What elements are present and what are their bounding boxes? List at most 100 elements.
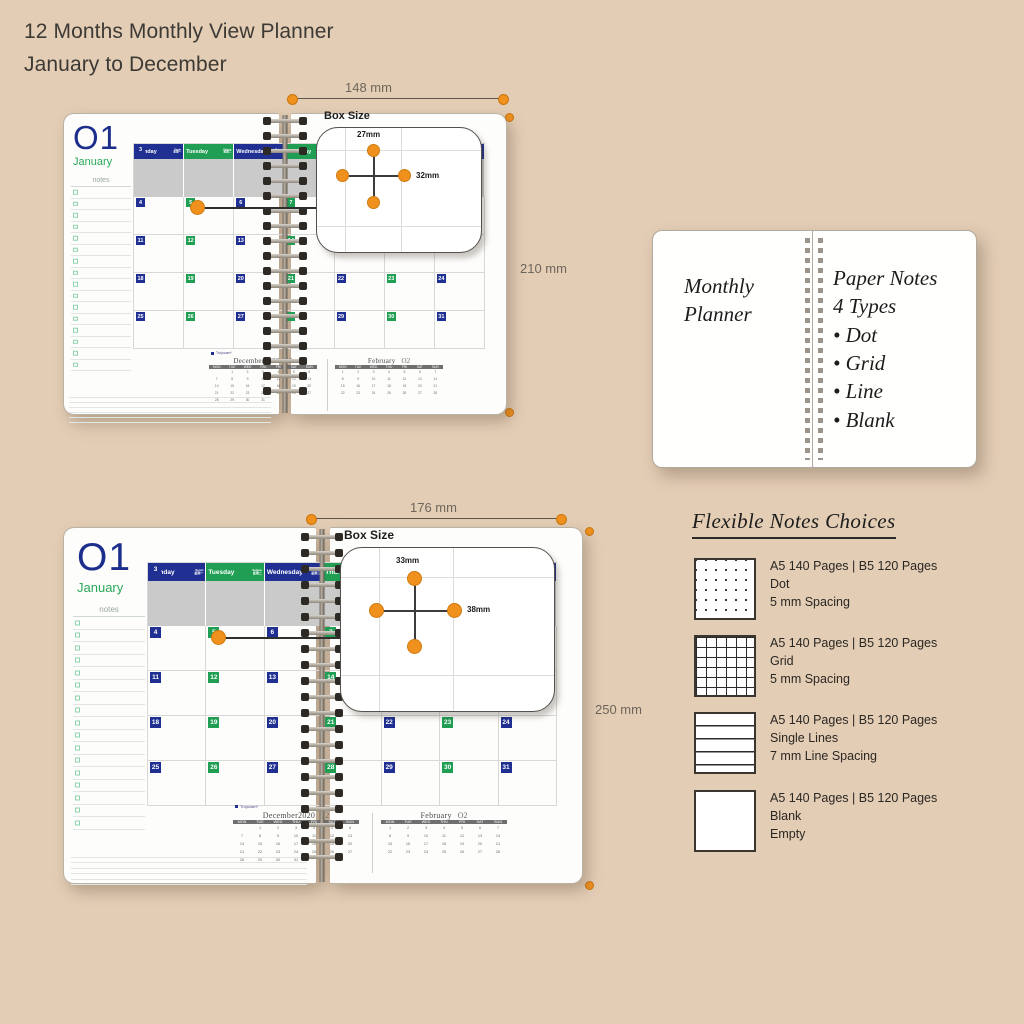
b5-notes-row[interactable] [73,767,145,780]
a5-notes-row[interactable] [71,233,131,245]
b5-notes-row[interactable] [73,655,145,667]
b5-notes-row[interactable] [73,805,145,817]
b5-day-cell[interactable]: 23 [440,716,499,761]
b5-day-cell[interactable]: 19 [206,716,265,761]
a5-notes-row[interactable] [71,360,131,371]
a5-notes-checkbox[interactable] [73,282,78,287]
a5-day-cell[interactable]: 19 [184,273,235,311]
b5-notes-row[interactable] [73,705,145,717]
b5-weekday-monday[interactable]: Monday Senin 星期一 [148,563,207,581]
a5-day-cell[interactable]: 24 [434,273,485,311]
a5-notes-checkbox[interactable] [73,270,78,275]
notes-choice-line[interactable]: A5 140 Pages | B5 120 Pages Single Lines… [694,712,937,774]
a5-day-cell[interactable]: 4 [134,197,185,235]
a5-day-cell[interactable]: 31 [434,311,485,349]
a5-day-cell[interactable]: 23 [384,273,435,311]
b5-day-cell[interactable]: 21 [323,716,382,761]
a5-day-cell[interactable]: 11 [134,235,185,273]
a5-notes-row[interactable] [71,325,131,337]
b5-day-cell[interactable]: 12 [206,671,265,716]
a5-notes-checkbox[interactable] [73,259,78,264]
b5-notes-checkbox[interactable] [75,670,80,676]
b5-notes-row[interactable] [73,667,145,680]
b5-notes-row[interactable] [73,630,145,642]
b5-notes-row[interactable] [73,817,145,830]
b5-notes-row[interactable] [73,642,145,655]
b5-notes-checkbox[interactable] [75,632,80,638]
a5-day-cell[interactable]: 26 [184,311,235,349]
a5-day-cell[interactable]: 12 [184,235,235,273]
b5-day-cell[interactable]: 30 [440,761,499,806]
notes-choice-dot[interactable]: A5 140 Pages | B5 120 Pages Dot 5 mm Spa… [694,558,937,620]
b5-notes-checkbox[interactable] [75,657,80,663]
b5-notes-checkbox[interactable] [75,732,80,738]
a5-day-cell[interactable]: 18 [134,273,185,311]
a5-weekday-tuesday[interactable]: Tuesday Selasa 星期二 [184,144,235,159]
b5-notes-checkbox[interactable] [75,707,80,713]
a5-notes-checkbox[interactable] [73,224,78,229]
notes-choice-grid[interactable]: A5 140 Pages | B5 120 Pages Grid 5 mm Sp… [694,635,937,697]
b5-day-cell[interactable]: 25 [148,761,207,806]
a5-weekday-monday[interactable]: Monday Senin 星期一 [134,144,185,159]
a5-notes-checkbox[interactable] [73,236,78,241]
b5-day-cell[interactable]: 18 [148,716,207,761]
a5-notes-row[interactable] [71,210,131,222]
b5-day-cell[interactable]: 26 [206,761,265,806]
b5-notes-row[interactable] [73,680,145,692]
b5-day-cell[interactable]: 22 [381,716,441,761]
a5-notes-checkbox[interactable] [73,305,78,310]
a5-notes-row[interactable] [71,337,131,348]
a5-notes-row[interactable] [71,268,131,279]
a5-notes-row[interactable] [71,302,131,314]
b5-notes-checkbox[interactable] [75,795,80,801]
b5-day-cell[interactable]: 29 [381,761,441,806]
b5-notes-column[interactable]: notes [73,605,145,845]
a5-notes-checkbox[interactable] [73,362,78,367]
b5-day-cell[interactable]: 24 [498,716,557,761]
b5-day-cell[interactable]: 31 [498,761,557,806]
b5-notes-checkbox[interactable] [75,757,80,763]
a5-day-cell[interactable]: 25 [134,311,185,349]
a5-notes-checkbox[interactable] [73,328,78,333]
a5-day-cell[interactable]: 22 [334,273,385,311]
a5-day-cell[interactable]: 30 [384,311,435,349]
b5-notes-checkbox[interactable] [75,695,80,701]
b5-notes-checkbox[interactable] [75,782,80,788]
a5-day-cell[interactable]: 29 [334,311,385,349]
b5-notes-checkbox[interactable] [75,745,80,751]
b5-day-cell[interactable]: 28 [323,761,382,806]
a5-notes-row[interactable] [71,348,131,360]
b5-notes-checkbox[interactable] [75,682,80,688]
b5-day-cell[interactable]: 4 [148,626,207,671]
a5-notes-row[interactable] [71,279,131,291]
a5-notes-row[interactable] [71,245,131,256]
a5-notes-checkbox[interactable] [73,339,78,344]
b5-notes-checkbox[interactable] [75,807,80,813]
notes-choice-blank[interactable]: A5 140 Pages | B5 120 Pages Blank Empty [694,790,937,852]
b5-notes-row[interactable] [73,742,145,755]
b5-notes-checkbox[interactable] [75,720,80,726]
a5-notes-checkbox[interactable] [73,201,78,206]
a5-notes-row[interactable] [71,291,131,302]
a5-notes-row[interactable] [71,314,131,325]
b5-notes-row[interactable] [73,780,145,792]
b5-notes-row[interactable] [73,792,145,805]
a5-day-cell[interactable]: 21 [284,273,335,311]
b5-notes-row[interactable] [73,717,145,730]
b5-notes-checkbox[interactable] [75,620,80,626]
b5-notes-checkbox[interactable] [75,645,80,651]
b5-notes-row[interactable] [73,730,145,742]
monthly-planner-notebook[interactable]: Monthly Planner Paper Notes 4 Types • Do… [652,230,977,468]
a5-notes-checkbox[interactable] [73,316,78,321]
a5-notes-checkbox[interactable] [73,213,78,218]
a5-notes-row[interactable] [71,199,131,210]
a5-notes-row[interactable] [71,222,131,233]
b5-notes-row[interactable] [73,617,145,630]
b5-notes-checkbox[interactable] [75,820,80,826]
a5-notes-checkbox[interactable] [73,247,78,252]
a5-notes-row[interactable] [71,187,131,199]
a5-notes-checkbox[interactable] [73,190,78,195]
b5-notes-row[interactable] [73,755,145,767]
b5-notes-checkbox[interactable] [75,770,80,776]
a5-notes-row[interactable] [71,256,131,268]
